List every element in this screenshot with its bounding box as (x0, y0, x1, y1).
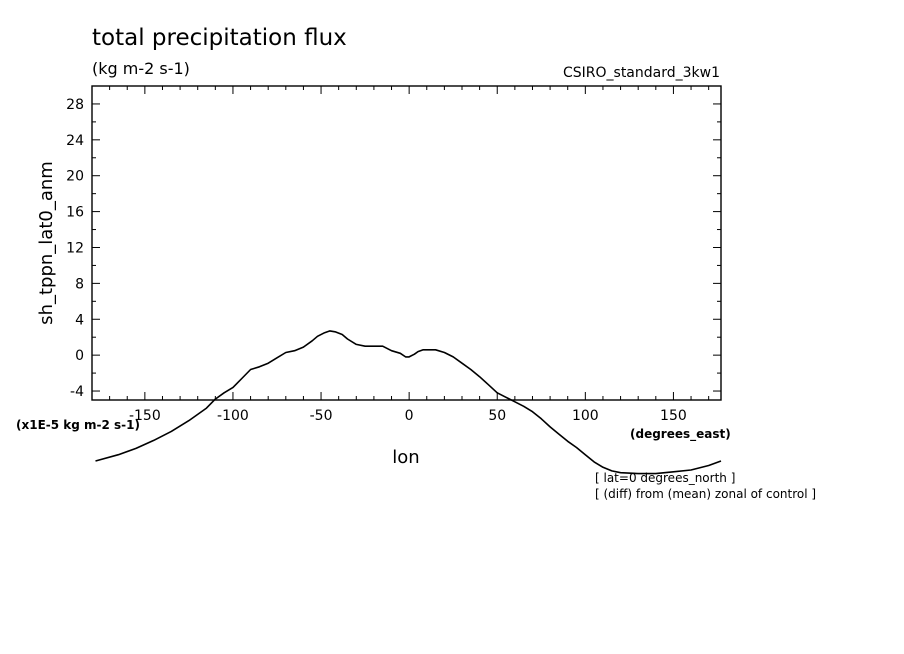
y-tick-label: 24 (66, 133, 84, 149)
x-tick-label: -100 (217, 408, 249, 424)
x-tick-label: -150 (129, 408, 161, 424)
y-axis-label: sh_tppn_lat0_anm (36, 161, 57, 325)
x-units-label: (degrees_east) (630, 427, 731, 442)
y-tick-label: 8 (75, 276, 84, 292)
y-tick-label: 4 (75, 312, 84, 328)
y-tick-label: 0 (75, 348, 84, 364)
tick-labels: -150 -100 -50 0 50 100 150 -4 0 4 8 12 16 20 24 28 (66, 97, 687, 424)
series-line (95, 330, 722, 475)
x-axis-label: lon (392, 447, 419, 468)
annotation-difference: [ (diff) from (mean) zonal of control ] (595, 487, 816, 501)
plot-frame (91, 85, 722, 401)
x-tick-label: 100 (572, 408, 599, 424)
chart-units: (kg m-2 s-1) (92, 59, 190, 78)
annotation-latitude: [ lat=0 degrees_north ] (595, 471, 735, 485)
chart-source: CSIRO_standard_3kw1 (563, 65, 720, 81)
y-tick-label: 28 (66, 97, 84, 113)
y-tick-label: -4 (70, 384, 84, 400)
x-tick-label: 50 (488, 408, 506, 424)
x-tick-label: 150 (660, 408, 687, 424)
x-tick-label: 0 (405, 408, 414, 424)
y-tick-label: 20 (66, 169, 84, 185)
axis-ticks (92, 85, 721, 400)
y-scale-label: (x1E-5 kg m-2 s-1) (16, 418, 140, 432)
y-tick-label: 12 (66, 240, 84, 256)
x-tick-label: -50 (310, 408, 333, 424)
y-tick-label: 16 (66, 205, 84, 221)
chart-title: total precipitation flux (92, 25, 347, 51)
